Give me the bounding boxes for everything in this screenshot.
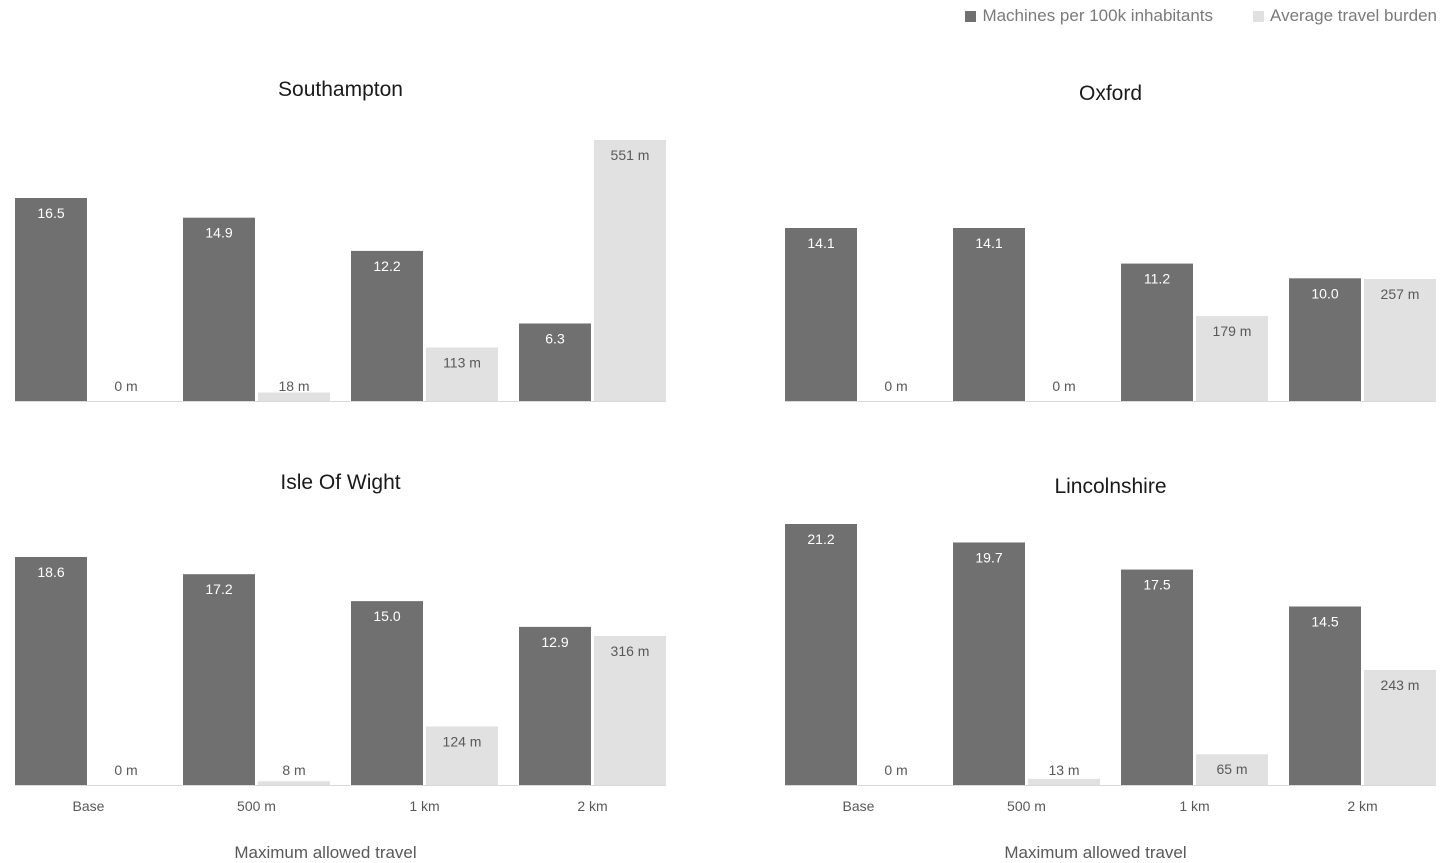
- data-label-machines-lincolnshire-2: 17.5: [1143, 577, 1170, 593]
- panel-title-oxford: Oxford: [1079, 82, 1142, 105]
- x-tick-isle-of-wight-0: Base: [73, 798, 105, 814]
- data-label-machines-southampton-1: 14.9: [205, 225, 232, 241]
- bar-travel-southampton-3: [594, 140, 666, 401]
- x-axis-label-isle-of-wight: Maximum allowed travel: [234, 843, 416, 862]
- data-label-travel-southampton-2: 113 m: [443, 354, 481, 370]
- panel-title-lincolnshire: Lincolnshire: [1054, 475, 1166, 498]
- data-label-machines-lincolnshire-3: 14.5: [1311, 613, 1338, 629]
- data-label-machines-isle-of-wight-0: 18.6: [37, 564, 64, 580]
- data-label-machines-oxford-0: 14.1: [807, 235, 834, 251]
- x-tick-isle-of-wight-1: 500 m: [237, 798, 276, 814]
- bar-travel-lincolnshire-1: [1028, 779, 1100, 785]
- data-label-machines-oxford-1: 14.1: [975, 235, 1002, 251]
- data-label-machines-oxford-3: 10.0: [1311, 285, 1338, 301]
- x-tick-lincolnshire-3: 2 km: [1347, 798, 1377, 814]
- bar-machines-southampton-1: [183, 218, 255, 401]
- data-label-machines-southampton-2: 12.2: [373, 258, 400, 274]
- data-label-travel-oxford-0: 0 m: [884, 378, 907, 394]
- data-label-machines-isle-of-wight-2: 15.0: [373, 608, 400, 624]
- data-label-machines-isle-of-wight-1: 17.2: [205, 581, 232, 597]
- data-label-travel-lincolnshire-0: 0 m: [884, 762, 907, 778]
- data-label-travel-lincolnshire-3: 243 m: [1381, 677, 1420, 693]
- bar-machines-lincolnshire-0: [785, 524, 857, 785]
- data-label-travel-southampton-1: 18 m: [278, 378, 309, 394]
- bar-machines-southampton-0: [15, 198, 87, 401]
- bar-machines-isle-of-wight-1: [183, 574, 255, 785]
- data-label-travel-oxford-2: 179 m: [1213, 323, 1252, 339]
- bar-machines-oxford-1: [953, 228, 1025, 401]
- x-axis-label-lincolnshire: Maximum allowed travel: [1004, 843, 1186, 862]
- bar-machines-lincolnshire-2: [1121, 570, 1193, 785]
- data-label-travel-oxford-1: 0 m: [1052, 378, 1075, 394]
- x-tick-lincolnshire-0: Base: [843, 798, 875, 814]
- bar-travel-isle-of-wight-1: [258, 781, 330, 785]
- bar-machines-lincolnshire-3: [1289, 606, 1361, 785]
- data-label-travel-isle-of-wight-3: 316 m: [611, 643, 650, 659]
- data-label-travel-isle-of-wight-2: 124 m: [443, 734, 482, 750]
- bar-machines-lincolnshire-1: [953, 542, 1025, 785]
- data-label-travel-oxford-3: 257 m: [1381, 286, 1420, 302]
- data-label-travel-lincolnshire-1: 13 m: [1048, 762, 1079, 778]
- data-label-machines-southampton-0: 16.5: [37, 205, 64, 221]
- bar-machines-isle-of-wight-0: [15, 557, 87, 785]
- x-tick-isle-of-wight-3: 2 km: [577, 798, 607, 814]
- data-label-travel-isle-of-wight-1: 8 m: [282, 762, 305, 778]
- panel-title-southampton: Southampton: [278, 78, 403, 101]
- data-label-machines-lincolnshire-0: 21.2: [807, 531, 834, 547]
- data-label-machines-isle-of-wight-3: 12.9: [541, 634, 568, 650]
- bar-machines-oxford-0: [785, 228, 857, 401]
- x-tick-lincolnshire-2: 1 km: [1179, 798, 1209, 814]
- data-label-travel-southampton-3: 551 m: [611, 147, 650, 163]
- data-label-machines-oxford-2: 11.2: [1144, 271, 1170, 287]
- bar-machines-isle-of-wight-3: [519, 627, 591, 785]
- panel-title-isle-of-wight: Isle Of Wight: [280, 471, 400, 494]
- bar-machines-isle-of-wight-2: [351, 601, 423, 785]
- data-label-machines-southampton-3: 6.3: [545, 330, 565, 346]
- data-label-machines-lincolnshire-1: 19.7: [975, 549, 1002, 565]
- data-label-travel-isle-of-wight-0: 0 m: [114, 762, 137, 778]
- x-tick-lincolnshire-1: 500 m: [1007, 798, 1046, 814]
- data-label-travel-southampton-0: 0 m: [114, 378, 137, 394]
- data-label-travel-lincolnshire-2: 65 m: [1216, 761, 1247, 777]
- x-tick-isle-of-wight-2: 1 km: [409, 798, 439, 814]
